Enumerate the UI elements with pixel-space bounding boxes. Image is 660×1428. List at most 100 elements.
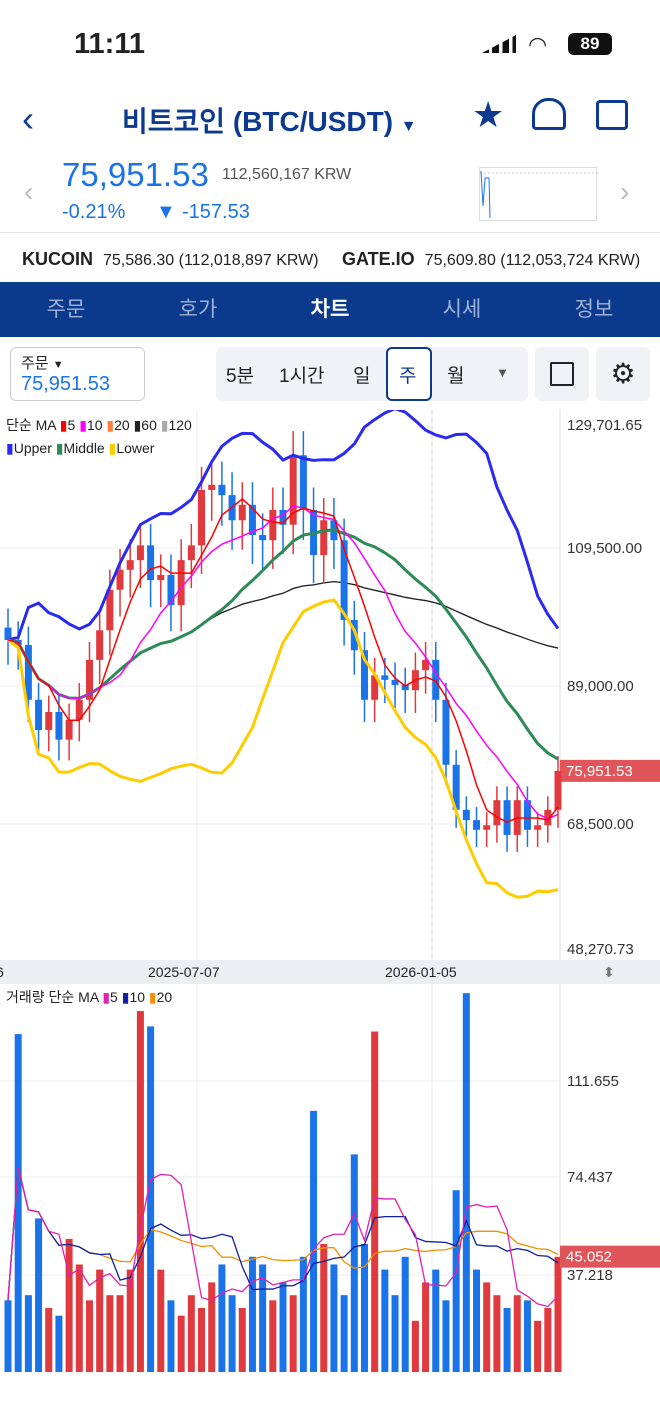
candle-body bbox=[391, 679, 399, 685]
period-5min[interactable]: 5분 bbox=[226, 366, 255, 387]
period-week-label: 주 bbox=[399, 366, 417, 387]
share-icon[interactable] bbox=[596, 100, 628, 130]
current-price-label: 75,951.53 bbox=[566, 763, 633, 780]
order-price-box[interactable]: 주문 ▼ 75,951.53 bbox=[10, 347, 145, 401]
fullscreen-button[interactable] bbox=[535, 347, 589, 401]
volume-bar bbox=[14, 1034, 22, 1372]
volume-bar bbox=[422, 1282, 430, 1372]
volume-axis-label: 111.655 bbox=[567, 1073, 619, 1090]
volume-bar bbox=[371, 1031, 379, 1372]
volume-bar bbox=[391, 1295, 399, 1372]
back-button[interactable]: ‹ bbox=[22, 98, 34, 139]
candle-body bbox=[4, 627, 12, 640]
candle-body bbox=[218, 484, 226, 496]
volume-bar bbox=[208, 1282, 216, 1372]
candle-body bbox=[35, 699, 43, 731]
exchange-gateio: GATE.IO 75,609.80 (112,053,724 KRW) bbox=[342, 249, 641, 269]
candle-body bbox=[106, 589, 114, 631]
bell-icon[interactable] bbox=[532, 98, 566, 130]
volume-bar bbox=[289, 1295, 297, 1372]
volume-bar bbox=[147, 1026, 155, 1372]
candle-body bbox=[259, 535, 267, 541]
volume-legend: 거래량 단순 MA ▮5 ▮10 ▮20 bbox=[6, 989, 173, 1005]
tab-order[interactable]: 주문 bbox=[46, 298, 86, 321]
coin-title: 비트코인 (BTC/USDT) bbox=[122, 106, 394, 137]
volume-bar bbox=[248, 1256, 256, 1372]
price-chart[interactable]: 129,701.65 109,500.00 89,000.00 68,500.00 48… bbox=[0, 410, 660, 1372]
date-axis-label: 2025-07-07 bbox=[148, 964, 220, 980]
mini-chart[interactable] bbox=[479, 167, 598, 221]
gear-icon: ⚙ bbox=[610, 358, 636, 389]
candle-body bbox=[248, 504, 256, 536]
volume-bar bbox=[45, 1308, 53, 1372]
krw-price: 112,560,167 KRW bbox=[222, 166, 352, 183]
period-week[interactable]: 주 bbox=[386, 347, 432, 401]
tab-chart[interactable]: 차트 bbox=[310, 298, 350, 321]
price-axis-label: 68,500.00 bbox=[567, 816, 634, 833]
volume-bar bbox=[432, 1269, 440, 1372]
volume-bar bbox=[4, 1300, 12, 1372]
volume-bar bbox=[96, 1269, 104, 1372]
candle-body bbox=[534, 825, 542, 830]
ma5-line bbox=[7, 498, 559, 823]
battery-indicator: 89 bbox=[568, 33, 612, 55]
volume-bar bbox=[544, 1308, 552, 1372]
page-title[interactable]: 비트코인 (BTC/USDT) ▼ bbox=[122, 100, 417, 140]
candle-body bbox=[523, 800, 531, 830]
volume-bar bbox=[177, 1315, 185, 1372]
volume-bar bbox=[310, 1110, 318, 1372]
period-dropdown-icon[interactable]: ▼ bbox=[496, 365, 509, 380]
candle-body bbox=[147, 545, 155, 581]
period-month[interactable]: 월 bbox=[447, 366, 465, 387]
volume-bar bbox=[279, 1282, 287, 1372]
star-icon[interactable]: ★ bbox=[472, 94, 505, 135]
settings-button[interactable]: ⚙ bbox=[596, 347, 650, 401]
volume-bar bbox=[473, 1269, 481, 1372]
candle-body bbox=[289, 455, 297, 525]
tab-info[interactable]: 정보 bbox=[574, 298, 614, 321]
date-axis-bar bbox=[0, 960, 660, 984]
dropdown-icon: ▼ bbox=[400, 118, 417, 135]
period-1hour[interactable]: 1시간 bbox=[279, 366, 325, 387]
scale-toggle-icon: ⬍ bbox=[603, 964, 615, 980]
candle-body bbox=[65, 719, 73, 740]
candle-body bbox=[503, 800, 511, 835]
volume-axis-label: 74.437 bbox=[567, 1169, 613, 1186]
candle-body bbox=[462, 809, 470, 821]
tab-market[interactable]: 시세 bbox=[442, 298, 482, 321]
volume-bar bbox=[534, 1320, 542, 1372]
candle-body bbox=[116, 569, 124, 590]
down-triangle-icon: ▼ bbox=[156, 201, 176, 223]
volume-bar bbox=[493, 1295, 501, 1372]
candle-body bbox=[422, 659, 430, 671]
volume-bar bbox=[218, 1264, 226, 1372]
volume-bar bbox=[350, 1154, 358, 1372]
candle-body bbox=[320, 520, 328, 555]
candle-body bbox=[85, 659, 93, 700]
tab-orderbook[interactable]: 호가 bbox=[178, 298, 218, 321]
volume-bar bbox=[330, 1264, 338, 1372]
candle-body bbox=[381, 675, 389, 680]
bollinger-lower-line bbox=[7, 598, 559, 899]
candle-body bbox=[279, 509, 287, 525]
volume-ma10-line bbox=[7, 1167, 559, 1301]
candle-body bbox=[187, 545, 195, 561]
volume-axis-label: 37.218 bbox=[567, 1267, 613, 1284]
volume-bar bbox=[228, 1295, 236, 1372]
volume-bar bbox=[299, 1256, 307, 1372]
volume-bar bbox=[157, 1269, 165, 1372]
volume-bar bbox=[126, 1269, 134, 1372]
volume-bar bbox=[136, 1011, 144, 1372]
volume-bar bbox=[259, 1264, 267, 1372]
next-coin-arrow[interactable]: › bbox=[620, 176, 630, 207]
prev-coin-arrow[interactable]: ‹ bbox=[24, 176, 34, 207]
candle-body bbox=[483, 825, 491, 830]
status-time: 11:11 bbox=[74, 28, 145, 60]
period-day[interactable]: 일 bbox=[353, 366, 371, 387]
current-price-tag bbox=[560, 759, 660, 782]
volume-bar bbox=[411, 1320, 419, 1372]
volume-bar bbox=[65, 1238, 73, 1372]
candle-body bbox=[360, 650, 368, 700]
price-axis-label: 89,000.00 bbox=[567, 678, 634, 695]
volume-bar bbox=[198, 1308, 206, 1372]
